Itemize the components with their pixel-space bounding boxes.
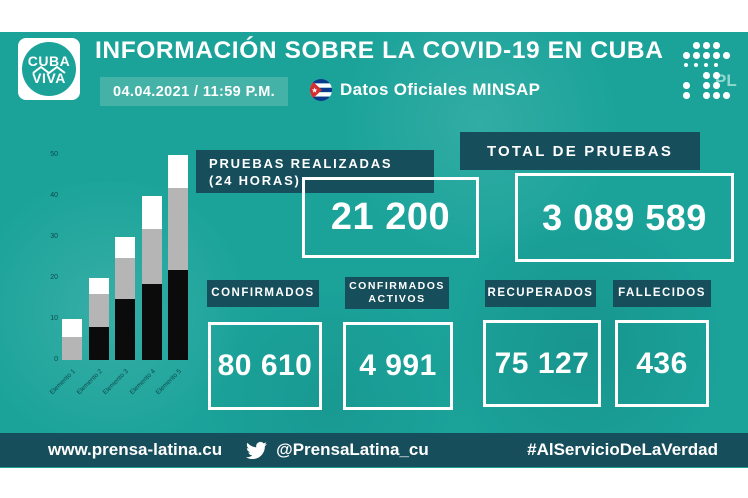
minsap-source-label: Datos Oficiales MINSAP (340, 80, 541, 99)
footer-bar: www.prensa-latina.cu @PrensaLatina_cu #A… (0, 433, 748, 467)
activos-label-line1: CONFIRMADOS (349, 280, 445, 292)
total-pruebas-value: 3 089 589 (515, 173, 734, 262)
fallecidos-label: FALLECIDOS (613, 280, 711, 307)
confirmados-label: CONFIRMADOS (207, 280, 319, 307)
fallecidos-value: 436 (615, 320, 709, 407)
prensa-latina-dots-logo: PL (683, 42, 747, 106)
y-axis-tick-label: 0 (54, 356, 58, 363)
chart-bar-segment (62, 319, 82, 338)
chart-bar-segment (115, 257, 135, 299)
recuperados-value: 75 127 (483, 320, 601, 407)
pruebas-realizadas-value: 21 200 (302, 177, 479, 258)
pruebas-label-line2: (24 HORAS) (209, 172, 301, 188)
pl-logo-text: PL (715, 71, 737, 90)
pl-logo-dot (684, 63, 689, 68)
y-axis-tick-label: 40 (50, 192, 58, 199)
chart-bar-segment (88, 294, 109, 328)
chart-bar-segment (62, 337, 82, 360)
pl-logo-dot (703, 92, 710, 99)
chart-bar-segment (115, 237, 135, 258)
y-axis-tick-label: 10 (50, 315, 58, 322)
pl-logo-dot (704, 63, 709, 68)
date-time-chip: 04.04.2021 / 11:59 P.M. (100, 77, 289, 106)
pl-logo-dot (703, 82, 710, 89)
chart-bar-segment (88, 278, 109, 295)
recuperados-label: RECUPERADOS (485, 280, 596, 307)
twitter-handle: @PrensaLatina_cu (276, 440, 429, 459)
confirmados-activos-label: CONFIRMADOS ACTIVOS (345, 277, 449, 309)
y-axis-tick-label: 30 (50, 233, 58, 240)
total-pruebas-label: TOTAL DE PRUEBAS (460, 132, 700, 170)
cuba-viva-logo-circle: CUBA VIVA (22, 42, 76, 96)
chart-bar-segment (168, 155, 188, 188)
pl-logo-dot (713, 82, 720, 89)
twitter-bird-icon (246, 440, 268, 461)
total-label-text: TOTAL DE PRUEBAS (486, 142, 674, 160)
pl-logo-dot (713, 72, 720, 79)
fallecidos-label-text: FALLECIDOS (618, 287, 706, 299)
pruebas-realizadas-label: PRUEBAS REALIZADAS (24 HORAS) (196, 150, 434, 193)
confirmados-label-text: CONFIRMADOS (211, 287, 315, 299)
y-axis-tick-label: 20 (50, 274, 58, 281)
pl-logo-dot (713, 42, 720, 49)
pl-logo-dot (714, 63, 719, 68)
pl-logo-dot (713, 92, 720, 99)
pl-logo-dot (703, 72, 710, 79)
page-title: INFORMACIÓN SOBRE LA COVID-19 EN CUBA (95, 37, 664, 64)
cuba-viva-logo: CUBA VIVA (18, 38, 80, 100)
pl-logo-dot (703, 42, 710, 49)
logo-text-viva: VIVA (32, 69, 66, 86)
chart-bar-segment (141, 228, 162, 285)
activos-label-line2: ACTIVOS (368, 293, 426, 305)
cuba-flag-icon (310, 79, 332, 101)
logo-text-cuba: CUBA (27, 52, 71, 69)
chart-bar-segment (88, 327, 109, 360)
chart-bar-segment (141, 196, 162, 229)
recuperados-label-text: RECUPERADOS (487, 287, 594, 299)
confirmados-activos-value: 4 991 (343, 322, 453, 410)
chart-bar-segment (168, 187, 188, 270)
confirmados-value: 80 610 (208, 322, 322, 410)
pl-logo-dot (683, 82, 690, 89)
pl-logo-dot (693, 52, 700, 59)
pl-logo-dot (694, 63, 699, 68)
pl-logo-dot (693, 42, 700, 49)
chart-bar-segment (141, 284, 162, 360)
website-url: www.prensa-latina.cu (48, 440, 223, 459)
chart: 0 10 20 30 40 50 Elemento 1 Elemento 2 Elemento … (40, 146, 190, 400)
chart-bar-segment (168, 269, 188, 360)
pl-logo-dot (703, 52, 710, 59)
y-axis-tick-label: 50 (50, 151, 58, 158)
pl-logo-dot (683, 52, 690, 59)
pruebas-label-line1: PRUEBAS REALIZADAS (209, 155, 393, 171)
hashtag-label: #AlServicioDeLaVerdad (527, 440, 718, 459)
pl-logo-dot (723, 52, 730, 59)
zigzag-icon (32, 65, 66, 74)
chart-bar-segment (115, 298, 135, 360)
pl-logo-dot (713, 52, 720, 59)
pl-logo-dot (723, 92, 730, 99)
pl-logo-dot (683, 92, 690, 99)
